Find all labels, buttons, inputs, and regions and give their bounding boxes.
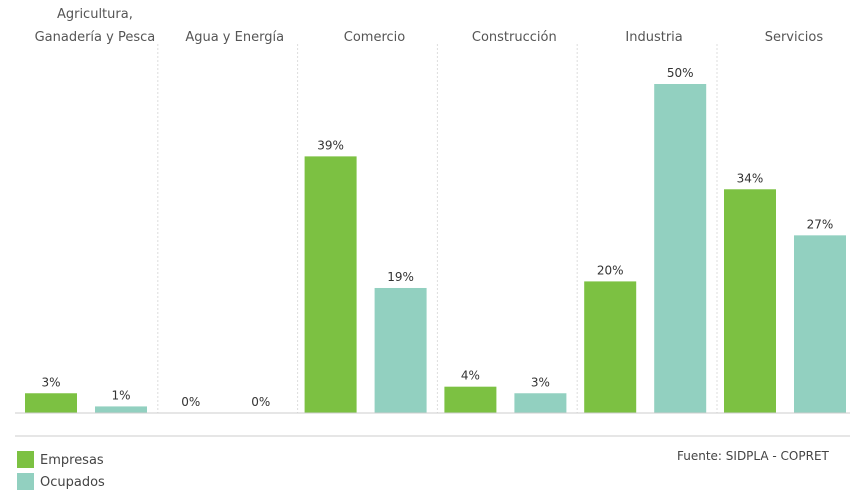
bar-ocupados-servicios — [794, 235, 846, 413]
bar-empresas-servicios — [724, 189, 776, 413]
value-label-ocupados-agricultura-ganaderia-y-pesca: 1% — [111, 388, 130, 402]
source-note: Fuente: SIDPLA - COPRET — [677, 449, 830, 463]
category-label-construccion: Construcción — [472, 30, 557, 45]
bar-empresas-agricultura-ganaderia-y-pesca — [25, 393, 77, 413]
category-label-servicios: Servicios — [765, 30, 824, 45]
category-labels: Agricultura, Ganadería y Pesca Agua y Ener… — [35, 7, 824, 45]
legend: Empresas Ocupados — [17, 451, 105, 490]
value-label-ocupados-construccion: 3% — [531, 375, 550, 389]
value-label-empresas-construccion: 4% — [461, 369, 480, 383]
legend-swatch-empresas — [17, 451, 34, 468]
bar-empresas-industria — [584, 281, 637, 413]
value-label-empresas-servicios: 34% — [737, 171, 764, 185]
bar-empresas-comercio — [304, 156, 357, 413]
value-label-ocupados-comercio: 19% — [387, 270, 414, 284]
legend-label-empresas: Empresas — [40, 453, 104, 468]
value-label-ocupados-industria: 50% — [667, 66, 694, 80]
value-label-empresas-agricultura-ganaderia-y-pesca: 3% — [41, 375, 60, 389]
bar-ocupados-agricultura-ganaderia-y-pesca — [95, 406, 147, 413]
category-separators — [157, 44, 718, 413]
bars — [25, 84, 846, 413]
category-label-comercio: Comercio — [344, 30, 406, 45]
value-label-ocupados-agua-y-energia: 0% — [251, 395, 270, 409]
bar-ocupados-construccion — [514, 393, 567, 413]
legend-label-ocupados: Ocupados — [40, 475, 105, 490]
category-label-agricultura-ganaderia-y-pesca: Agricultura, Ganadería y Pesca — [35, 7, 156, 45]
bar-ocupados-industria — [654, 84, 707, 413]
category-label-agua-y-energia: Agua y Energía — [185, 30, 284, 45]
value-label-empresas-industria: 20% — [597, 263, 624, 277]
value-label-empresas-comercio: 39% — [317, 138, 344, 152]
bar-ocupados-comercio — [374, 287, 427, 413]
bar-empresas-construccion — [444, 386, 497, 413]
value-label-empresas-agua-y-energia: 0% — [181, 395, 200, 409]
category-label-industria: Industria — [625, 30, 682, 45]
value-labels: 3% 1% 0% 0% 39% 19% 4% 3% 20% 50% 34% 27% — [41, 66, 833, 409]
value-label-ocupados-servicios: 27% — [807, 217, 834, 231]
legend-swatch-ocupados — [17, 473, 34, 490]
